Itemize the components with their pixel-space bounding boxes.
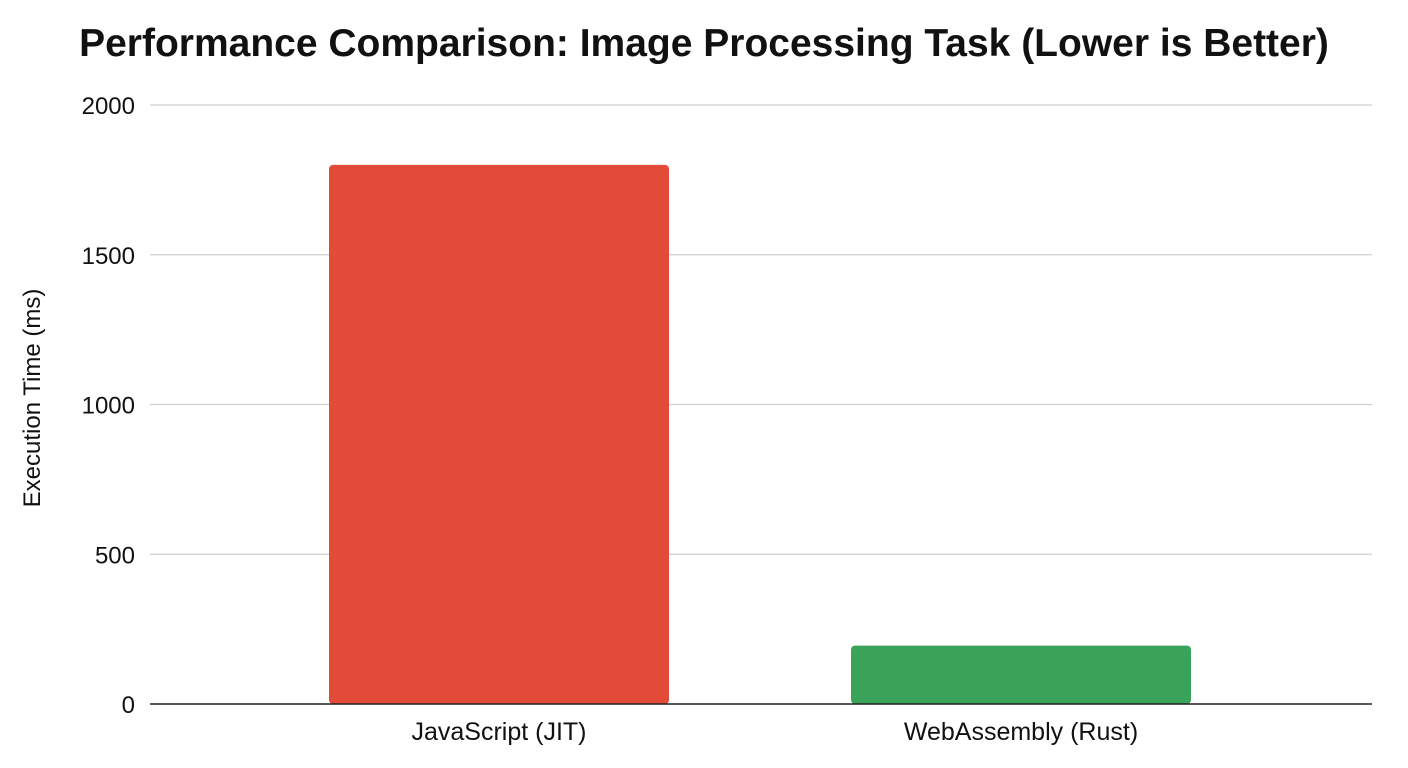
x-tick-label: WebAssembly (Rust) bbox=[904, 718, 1138, 746]
y-tick-label: 500 bbox=[95, 542, 135, 569]
bar bbox=[329, 164, 669, 704]
y-tick-label: 1000 bbox=[82, 393, 135, 420]
y-tick-label: 1500 bbox=[82, 243, 135, 270]
chart-title: Performance Comparison: Image Processing… bbox=[79, 22, 1329, 65]
x-tick-label: JavaScript (JIT) bbox=[411, 718, 586, 746]
y-tick-label: 2000 bbox=[82, 93, 135, 120]
y-tick-label: 0 bbox=[122, 692, 135, 719]
bar bbox=[851, 645, 1191, 704]
